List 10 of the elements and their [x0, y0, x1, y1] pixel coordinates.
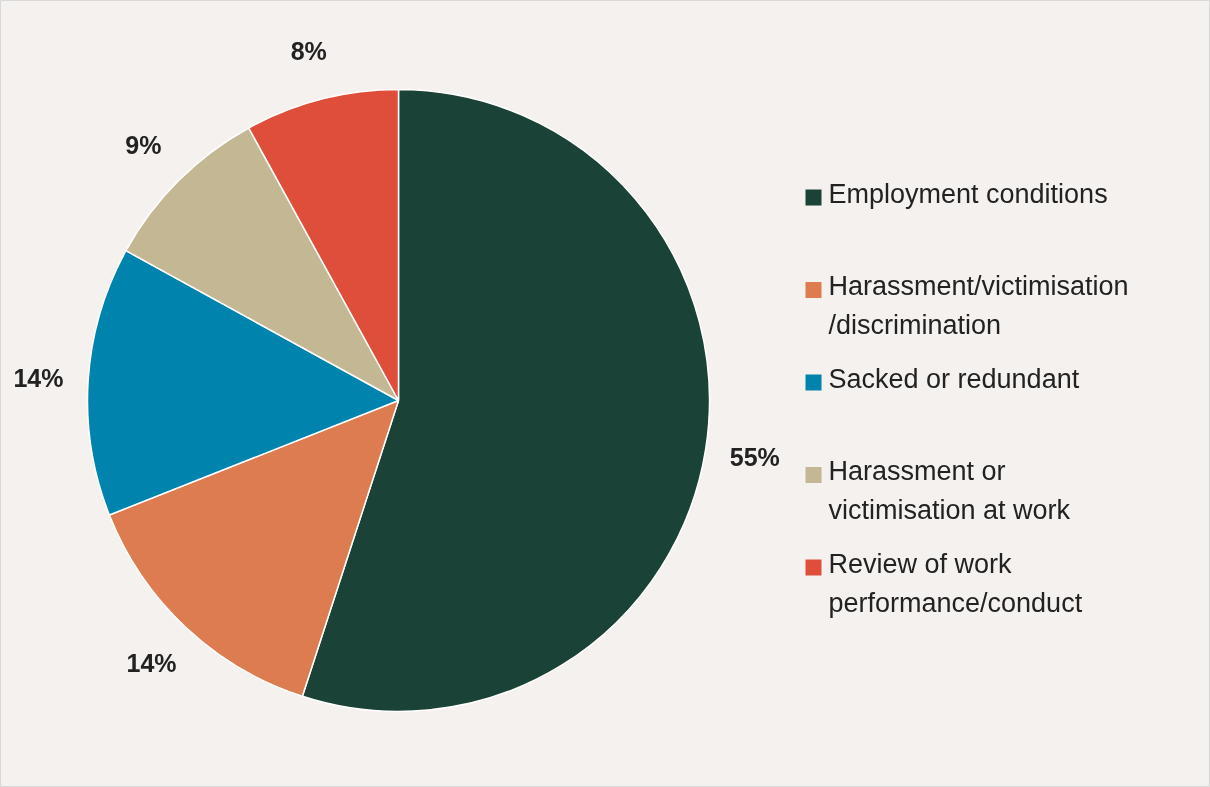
legend-label: Harassment or victimisation at work	[828, 456, 1071, 525]
data-label: 55%	[729, 442, 780, 471]
legend-label: Sacked or redundant	[828, 363, 1080, 394]
legend-label: Review of work performance/conduct	[828, 548, 1083, 618]
data-label: 14%	[126, 649, 177, 678]
legend-label: Harassment/victimisation /discrimination	[828, 271, 1129, 340]
data-label: 9%	[125, 131, 162, 160]
legend-label: Employment conditions	[828, 178, 1108, 209]
data-label: 14%	[13, 363, 64, 392]
data-label: 8%	[290, 37, 327, 66]
